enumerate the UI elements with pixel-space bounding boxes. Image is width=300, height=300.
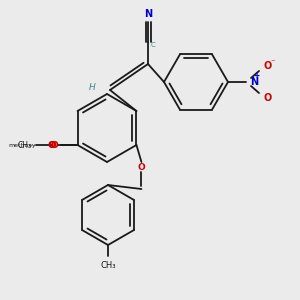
Text: O: O	[49, 140, 56, 149]
Text: methoxy: methoxy	[8, 142, 36, 148]
Text: O: O	[51, 140, 58, 149]
Text: CH₃: CH₃	[17, 140, 32, 149]
Text: O: O	[48, 140, 56, 149]
Text: +: +	[253, 70, 259, 80]
Text: methoxy: methoxy	[30, 144, 37, 145]
Text: H: H	[88, 83, 95, 92]
Text: N: N	[144, 9, 152, 19]
Text: O: O	[138, 163, 145, 172]
Text: ⁻: ⁻	[271, 58, 275, 67]
Text: O: O	[264, 61, 272, 71]
Text: CH₃: CH₃	[100, 261, 116, 270]
Text: C: C	[151, 42, 155, 48]
Text: N: N	[250, 77, 258, 87]
Text: O: O	[264, 93, 272, 103]
